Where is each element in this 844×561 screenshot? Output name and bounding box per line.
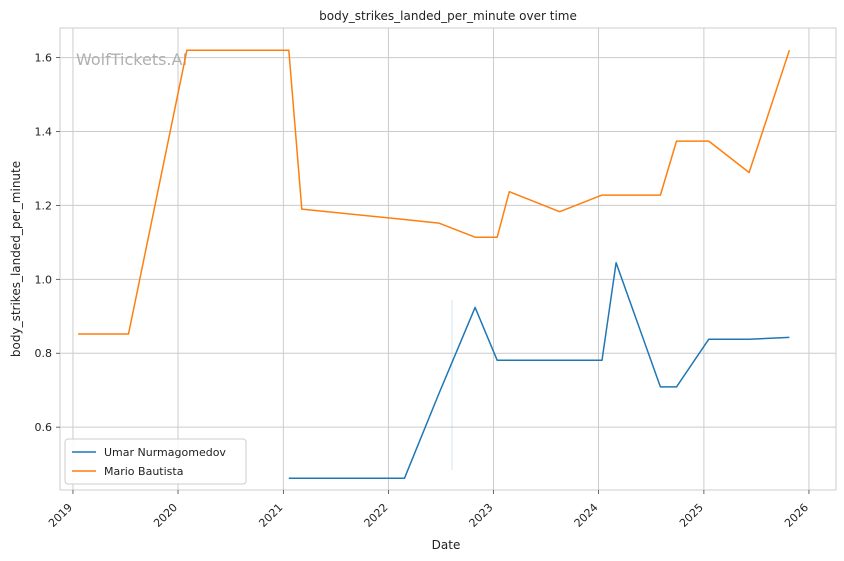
grid xyxy=(60,28,836,490)
y-tick-label: 1.2 xyxy=(35,199,53,212)
legend-label: Mario Bautista xyxy=(104,465,183,478)
y-tick-label: 0.8 xyxy=(35,347,53,360)
legend: Umar Nurmagomedov Mario Bautista xyxy=(64,438,247,485)
legend-label: Umar Nurmagomedov xyxy=(104,446,226,459)
y-tick-label: 1.0 xyxy=(35,273,53,286)
y-tick-label: 0.6 xyxy=(35,421,53,434)
series-line-2 xyxy=(78,49,791,335)
plot-frame xyxy=(59,27,837,491)
series-layer xyxy=(78,49,791,479)
y-axis-ticks: 0.6 0.8 1.0 1.2 1.4 1.6 xyxy=(35,52,60,434)
x-axis-label: Date xyxy=(432,538,461,552)
y-tick-label: 1.6 xyxy=(35,52,53,65)
chart-title: body_strikes_landed_per_minute over time xyxy=(319,9,577,23)
y-tick-label: 1.4 xyxy=(35,125,53,138)
series-line-1 xyxy=(288,261,790,479)
legend-box xyxy=(64,438,247,485)
y-axis-label: body_strikes_landed_per_minute xyxy=(9,161,23,357)
watermark: WolfTickets.AI xyxy=(76,50,187,69)
